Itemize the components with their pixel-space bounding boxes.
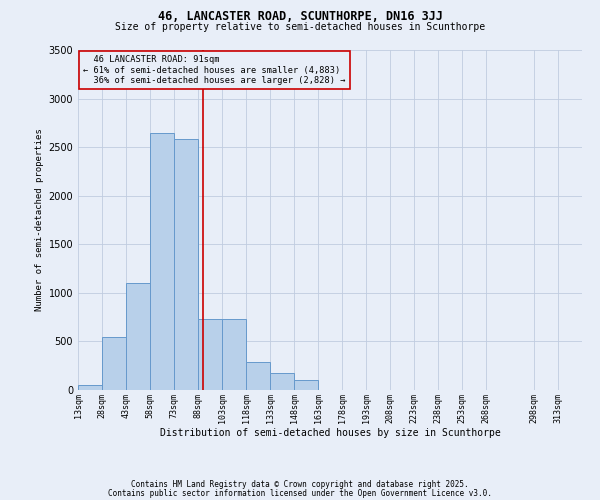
Bar (78, 385, 102, 390)
Text: Size of property relative to semi-detached houses in Scunthorpe: Size of property relative to semi-detach… (115, 22, 485, 32)
X-axis label: Distribution of semi-detached houses by size in Scunthorpe: Distribution of semi-detached houses by … (160, 428, 500, 438)
Bar (174, 140, 198, 390)
Text: Contains HM Land Registry data © Crown copyright and database right 2025.: Contains HM Land Registry data © Crown c… (131, 480, 469, 489)
Bar (150, 132, 174, 390)
Bar (270, 374, 294, 390)
Bar (246, 362, 270, 390)
Bar (198, 319, 222, 390)
Text: 46 LANCASTER ROAD: 91sqm
← 61% of semi-detached houses are smaller (4,883)
  36%: 46 LANCASTER ROAD: 91sqm ← 61% of semi-d… (83, 55, 346, 85)
Bar (126, 283, 150, 390)
Text: 46, LANCASTER ROAD, SCUNTHORPE, DN16 3JJ: 46, LANCASTER ROAD, SCUNTHORPE, DN16 3JJ (157, 10, 443, 23)
Text: Contains public sector information licensed under the Open Government Licence v3: Contains public sector information licen… (108, 488, 492, 498)
Y-axis label: Number of semi-detached properties: Number of semi-detached properties (35, 128, 44, 312)
Bar (222, 319, 246, 390)
Bar (102, 336, 126, 390)
Bar (294, 380, 318, 390)
